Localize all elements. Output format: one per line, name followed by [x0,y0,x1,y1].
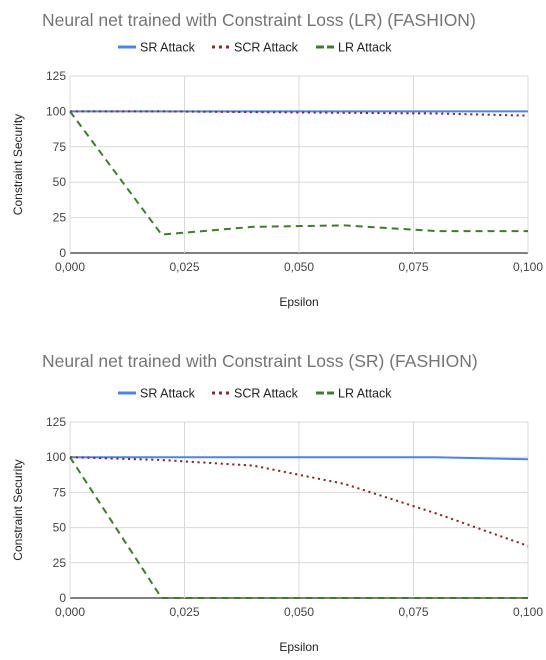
series-line-scr-attack [69,456,529,547]
chart-1: Neural net trained with Constraint Loss … [11,10,543,310]
x-axis-label: Epsilon [279,295,318,309]
y-tick-label: 75 [53,140,67,154]
legend-label: SR Attack [140,387,196,401]
legend-label: SCR Attack [234,41,299,55]
x-tick-label: 0,075 [398,605,428,619]
legend-label: LR Attack [338,41,392,55]
y-tick-label: 100 [46,104,66,118]
y-tick-label: 75 [53,485,67,499]
x-tick-label: 0,025 [169,605,199,619]
y-tick-label: 25 [53,211,67,225]
x-tick-label: 0,100 [513,605,543,619]
series-line-scr-attack [70,110,529,117]
y-tick-label: 125 [46,69,66,83]
x-tick-label: 0,000 [55,260,85,274]
chart-title: Neural net trained with Constraint Loss … [42,351,478,371]
legend-label: SR Attack [140,41,196,55]
y-tick-label: 125 [46,415,66,429]
y-tick-label: 25 [53,556,67,570]
chart-2-plot: SR Attack SCR Attack LR Attack 0 25 50 75 100 12… [11,387,543,655]
y-tick-label: 0 [59,591,66,605]
series-line-lr-attack [69,456,528,599]
series-line-sr-attack [70,456,529,461]
legend-label: SCR Attack [234,387,299,401]
chart-title: Neural net trained with Constraint Loss … [42,10,476,30]
y-tick-label: 50 [53,175,67,189]
x-tick-label: 0,050 [284,260,314,274]
y-tick-label: 0 [59,246,66,260]
legend-label: LR Attack [338,387,392,401]
x-tick-label: 0,075 [398,260,428,274]
series-line-lr-attack [69,110,528,236]
chart-2: Neural net trained with Constraint Loss … [0,345,546,660]
y-axis-label: Constraint Security [11,114,25,215]
y-tick-label: 100 [46,450,66,464]
x-tick-label: 0,000 [55,605,85,619]
x-tick-label: 0,050 [284,605,314,619]
x-tick-label: 0,100 [513,260,543,274]
y-tick-label: 50 [53,521,67,535]
x-tick-label: 0,025 [169,260,199,274]
x-axis-label: Epsilon [279,640,318,654]
y-axis-label: Constraint Security [11,459,25,560]
chart-1-plot: SR Attack SCR Attack LR Attack 0 25 50 75 100 12… [11,41,543,310]
